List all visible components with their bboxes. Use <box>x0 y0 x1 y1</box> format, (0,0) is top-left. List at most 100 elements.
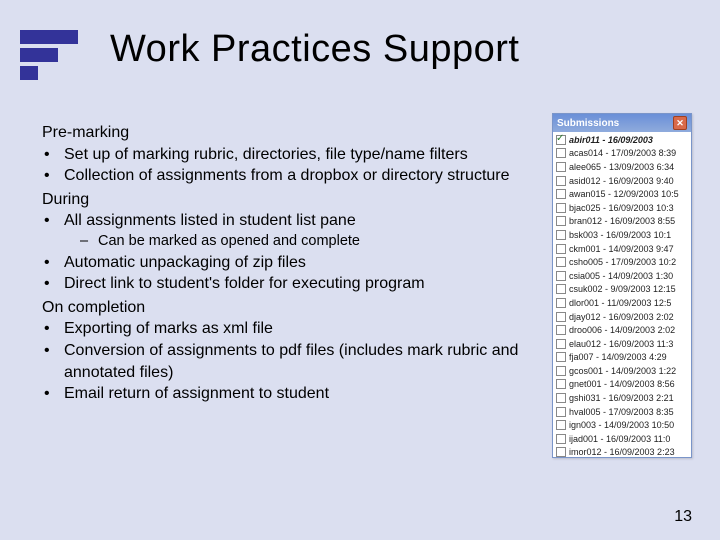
list-item-label: gshi031 - 16/09/2003 2:21 <box>569 393 674 403</box>
checkbox[interactable] <box>556 135 566 145</box>
list-item-label: acas014 - 17/09/2003 8:39 <box>569 148 676 158</box>
bullet-item: •Direct link to student's folder for exe… <box>42 273 572 295</box>
page-number: 13 <box>674 508 692 526</box>
checkbox[interactable] <box>556 271 566 281</box>
list-item-label: csuk002 - 9/09/2003 12:15 <box>569 284 676 294</box>
checkbox[interactable] <box>556 176 566 186</box>
bullet-text: Set up of marking rubric, directories, f… <box>64 144 572 166</box>
bullet-text: Automatic unpackaging of zip files <box>64 252 572 274</box>
list-item[interactable]: acas014 - 17/09/2003 8:39 <box>553 147 691 161</box>
checkbox[interactable] <box>556 420 566 430</box>
list-item-label: csia005 - 14/09/2003 1:30 <box>569 271 673 281</box>
bullet-icon: • <box>42 340 64 383</box>
list-item[interactable]: csia005 - 14/09/2003 1:30 <box>553 269 691 283</box>
list-item[interactable]: droo006 - 14/09/2003 2:02 <box>553 323 691 337</box>
checkbox[interactable] <box>556 284 566 294</box>
checkbox[interactable] <box>556 230 566 240</box>
bullet-text: Direct link to student's folder for exec… <box>64 273 572 295</box>
list-item-label: bran012 - 16/09/2003 8:55 <box>569 216 675 226</box>
bullet-item: •Set up of marking rubric, directories, … <box>42 144 572 166</box>
list-item-label: fja007 - 14/09/2003 4:29 <box>569 352 667 362</box>
list-item[interactable]: alee065 - 13/09/2003 6:34 <box>553 160 691 174</box>
panel-titlebar[interactable]: Submissions ✕ <box>553 114 691 132</box>
section-label: During <box>42 189 572 211</box>
checkbox[interactable] <box>556 312 566 322</box>
bullet-text: Collection of assignments from a dropbox… <box>64 165 572 187</box>
bullet-icon: • <box>42 252 64 274</box>
checkbox[interactable] <box>556 325 566 335</box>
bullet-icon: • <box>42 318 64 340</box>
list-item[interactable]: ijad001 - 16/09/2003 11:0 <box>553 432 691 446</box>
close-icon[interactable]: ✕ <box>673 116 687 130</box>
checkbox[interactable] <box>556 189 566 199</box>
list-item-label: abir011 - 16/09/2003 <box>569 135 653 145</box>
logo-bar <box>20 48 58 62</box>
checkbox[interactable] <box>556 407 566 417</box>
list-item-label: ckm001 - 14/09/2003 9:47 <box>569 244 674 254</box>
bullet-item: •All assignments listed in student list … <box>42 210 572 232</box>
panel-title: Submissions <box>557 118 619 129</box>
list-item-label: bsk003 - 16/09/2003 10:1 <box>569 230 671 240</box>
list-item[interactable]: ckm001 - 14/09/2003 9:47 <box>553 242 691 256</box>
sub-bullet-text: Can be marked as opened and complete <box>98 232 360 252</box>
bullet-icon: • <box>42 273 64 295</box>
list-item-label: bjac025 - 16/09/2003 10:3 <box>569 203 674 213</box>
bullet-text: Conversion of assignments to pdf files (… <box>64 340 572 383</box>
checkbox[interactable] <box>556 379 566 389</box>
page-title: Work Practices Support <box>110 28 519 71</box>
checkbox[interactable] <box>556 434 566 444</box>
list-item[interactable]: imor012 - 16/09/2003 2:23 <box>553 446 691 458</box>
list-item-label: asid012 - 16/09/2003 9:40 <box>569 176 674 186</box>
list-item-label: djay012 - 16/09/2003 2:02 <box>569 312 674 322</box>
checkbox[interactable] <box>556 352 566 362</box>
logo <box>20 30 78 80</box>
list-item[interactable]: hval005 - 17/09/2003 8:35 <box>553 405 691 419</box>
list-item[interactable]: asid012 - 16/09/2003 9:40 <box>553 174 691 188</box>
checkbox[interactable] <box>556 447 566 457</box>
list-item[interactable]: bsk003 - 16/09/2003 10:1 <box>553 228 691 242</box>
checkbox[interactable] <box>556 393 566 403</box>
bullet-icon: • <box>42 165 64 187</box>
checkbox[interactable] <box>556 216 566 226</box>
checkbox[interactable] <box>556 162 566 172</box>
list-item[interactable]: elau012 - 16/09/2003 11:3 <box>553 337 691 351</box>
checkbox[interactable] <box>556 339 566 349</box>
section-label: On completion <box>42 297 572 319</box>
checkbox[interactable] <box>556 203 566 213</box>
list-item[interactable]: dlor001 - 11/09/2003 12:5 <box>553 296 691 310</box>
checkbox[interactable] <box>556 298 566 308</box>
section-label: Pre-marking <box>42 122 572 144</box>
list-item-label: gnet001 - 14/09/2003 8:56 <box>569 379 675 389</box>
list-item[interactable]: awan015 - 12/09/2003 10:5 <box>553 187 691 201</box>
list-item[interactable]: csho005 - 17/09/2003 10:2 <box>553 255 691 269</box>
list-item[interactable]: gnet001 - 14/09/2003 8:56 <box>553 378 691 392</box>
list-item-label: elau012 - 16/09/2003 11:3 <box>569 339 673 349</box>
list-item[interactable]: abir011 - 16/09/2003 <box>553 133 691 147</box>
list-item[interactable]: djay012 - 16/09/2003 2:02 <box>553 310 691 324</box>
bullet-item: •Conversion of assignments to pdf files … <box>42 340 572 383</box>
list-item[interactable]: bjac025 - 16/09/2003 10:3 <box>553 201 691 215</box>
list-item-label: droo006 - 14/09/2003 2:02 <box>569 325 675 335</box>
checkbox[interactable] <box>556 257 566 267</box>
list-item-label: gcos001 - 14/09/2003 1:22 <box>569 366 676 376</box>
bullet-text: Email return of assignment to student <box>64 383 572 405</box>
bullet-text: Exporting of marks as xml file <box>64 318 572 340</box>
list-item-label: dlor001 - 11/09/2003 12:5 <box>569 298 671 308</box>
list-item-label: ign003 - 14/09/2003 10:50 <box>569 420 674 430</box>
list-item[interactable]: csuk002 - 9/09/2003 12:15 <box>553 283 691 297</box>
list-item[interactable]: gcos001 - 14/09/2003 1:22 <box>553 364 691 378</box>
list-item[interactable]: fja007 - 14/09/2003 4:29 <box>553 351 691 365</box>
bullet-icon: • <box>42 210 64 232</box>
bullet-icon: • <box>42 383 64 405</box>
checkbox[interactable] <box>556 366 566 376</box>
bullet-item: •Email return of assignment to student <box>42 383 572 405</box>
list-item-label: alee065 - 13/09/2003 6:34 <box>569 162 674 172</box>
list-item[interactable]: gshi031 - 16/09/2003 2:21 <box>553 391 691 405</box>
list-item[interactable]: ign003 - 14/09/2003 10:50 <box>553 418 691 432</box>
dash-icon: – <box>80 232 98 252</box>
logo-bar <box>20 66 38 80</box>
submissions-list: abir011 - 16/09/2003 acas014 - 17/09/200… <box>553 132 691 458</box>
checkbox[interactable] <box>556 244 566 254</box>
list-item[interactable]: bran012 - 16/09/2003 8:55 <box>553 215 691 229</box>
checkbox[interactable] <box>556 148 566 158</box>
